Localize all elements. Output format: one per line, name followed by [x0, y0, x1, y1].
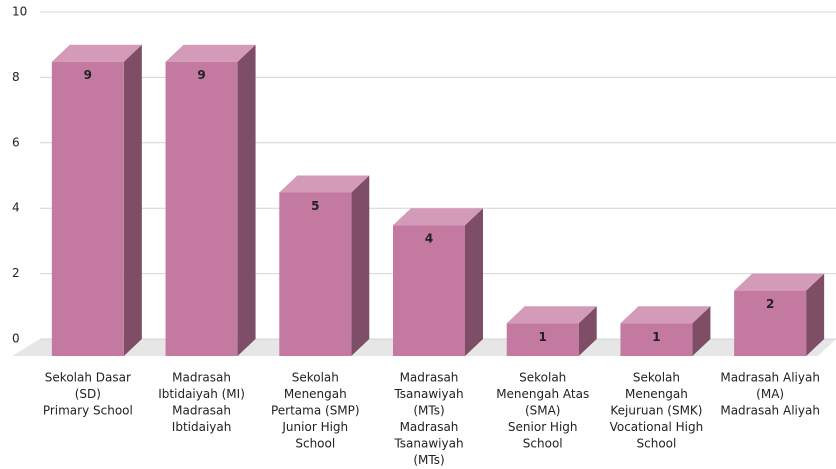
data-label: 9	[84, 68, 92, 82]
x-tick-label: Sekolah	[292, 371, 339, 385]
x-tick-label: Madrasah	[400, 371, 459, 385]
x-tick-label: Sekolah Dasar	[45, 371, 131, 385]
x-tick-label: Kejuruan (SMK)	[610, 404, 702, 418]
x-tick-label: Sekolah	[633, 371, 680, 385]
bar	[165, 44, 256, 356]
x-tick-label: (MTs)	[413, 453, 444, 467]
bar-side	[123, 44, 142, 356]
y-tick-label: 2	[12, 266, 20, 280]
data-label: 5	[311, 199, 319, 213]
x-tick-label: Madrasah Aliyah	[720, 371, 820, 385]
x-tick-label: (SD)	[75, 387, 101, 401]
data-label: 4	[425, 232, 433, 246]
bar-front	[620, 323, 693, 356]
bar-front	[506, 323, 579, 356]
y-tick-label: 4	[12, 201, 20, 215]
data-label: 1	[652, 330, 660, 344]
bar-front	[279, 192, 352, 356]
x-tick-label: Madrasah	[172, 371, 231, 385]
x-tick-label: Senior High	[508, 420, 578, 434]
bar	[393, 208, 483, 356]
y-tick-label: 8	[12, 70, 20, 84]
x-tick-label: Menengah	[625, 387, 688, 401]
x-tick-label: Menengah	[284, 387, 347, 401]
y-tick-label: 10	[12, 5, 27, 19]
data-label: 2	[766, 297, 774, 311]
x-tick-label: Ibtidaiyah	[172, 420, 232, 434]
bar-side	[578, 306, 597, 356]
bar	[51, 44, 142, 356]
bar-top	[279, 175, 370, 193]
bar-front	[51, 61, 124, 356]
x-tick-label: Tsanawiyah	[393, 437, 463, 451]
bar-side	[465, 208, 483, 356]
bar-top	[165, 44, 256, 62]
x-tick-label: Tsanawiyah	[393, 387, 463, 401]
data-label: 9	[197, 68, 205, 82]
bar-top	[734, 273, 825, 291]
y-tick-label: 0	[12, 332, 20, 346]
x-tick-label: Madrasah Aliyah	[720, 404, 820, 418]
bar	[620, 306, 711, 356]
data-label: 1	[539, 330, 547, 344]
bar-top	[51, 44, 142, 62]
bar-front	[734, 290, 807, 356]
x-tick-label: Pertama (SMP)	[271, 404, 360, 418]
x-tick-label: Junior High	[281, 420, 348, 434]
x-tick-label: School	[523, 437, 563, 451]
x-tick-label: School	[295, 437, 335, 451]
bar	[279, 175, 370, 356]
x-tick-label: Ibtidaiyah (MI)	[158, 387, 245, 401]
x-tick-label: Sekolah	[519, 371, 566, 385]
x-tick-label: Menengah Atas	[496, 387, 589, 401]
bar-side	[692, 306, 711, 356]
bar-side	[351, 175, 370, 356]
x-tick-label: Madrasah	[172, 404, 231, 418]
bar-side	[237, 44, 256, 356]
bar-front	[165, 61, 238, 356]
x-tick-label: (MTs)	[413, 404, 444, 418]
bar	[734, 273, 825, 356]
x-tick-label: Madrasah	[400, 420, 459, 434]
x-tick-label: (SMA)	[525, 404, 561, 418]
x-tick-label: Primary School	[43, 404, 133, 418]
bar-top	[620, 306, 711, 324]
x-tick-label: (MA)	[756, 387, 784, 401]
bar-side	[806, 273, 825, 356]
bar	[506, 306, 597, 356]
x-tick-label: Vocational High	[610, 420, 704, 434]
bar-front	[393, 225, 465, 356]
x-tick-label: School	[637, 437, 677, 451]
bar-top	[506, 306, 597, 324]
y-tick-label: 6	[12, 135, 20, 149]
bar-top	[393, 208, 483, 226]
